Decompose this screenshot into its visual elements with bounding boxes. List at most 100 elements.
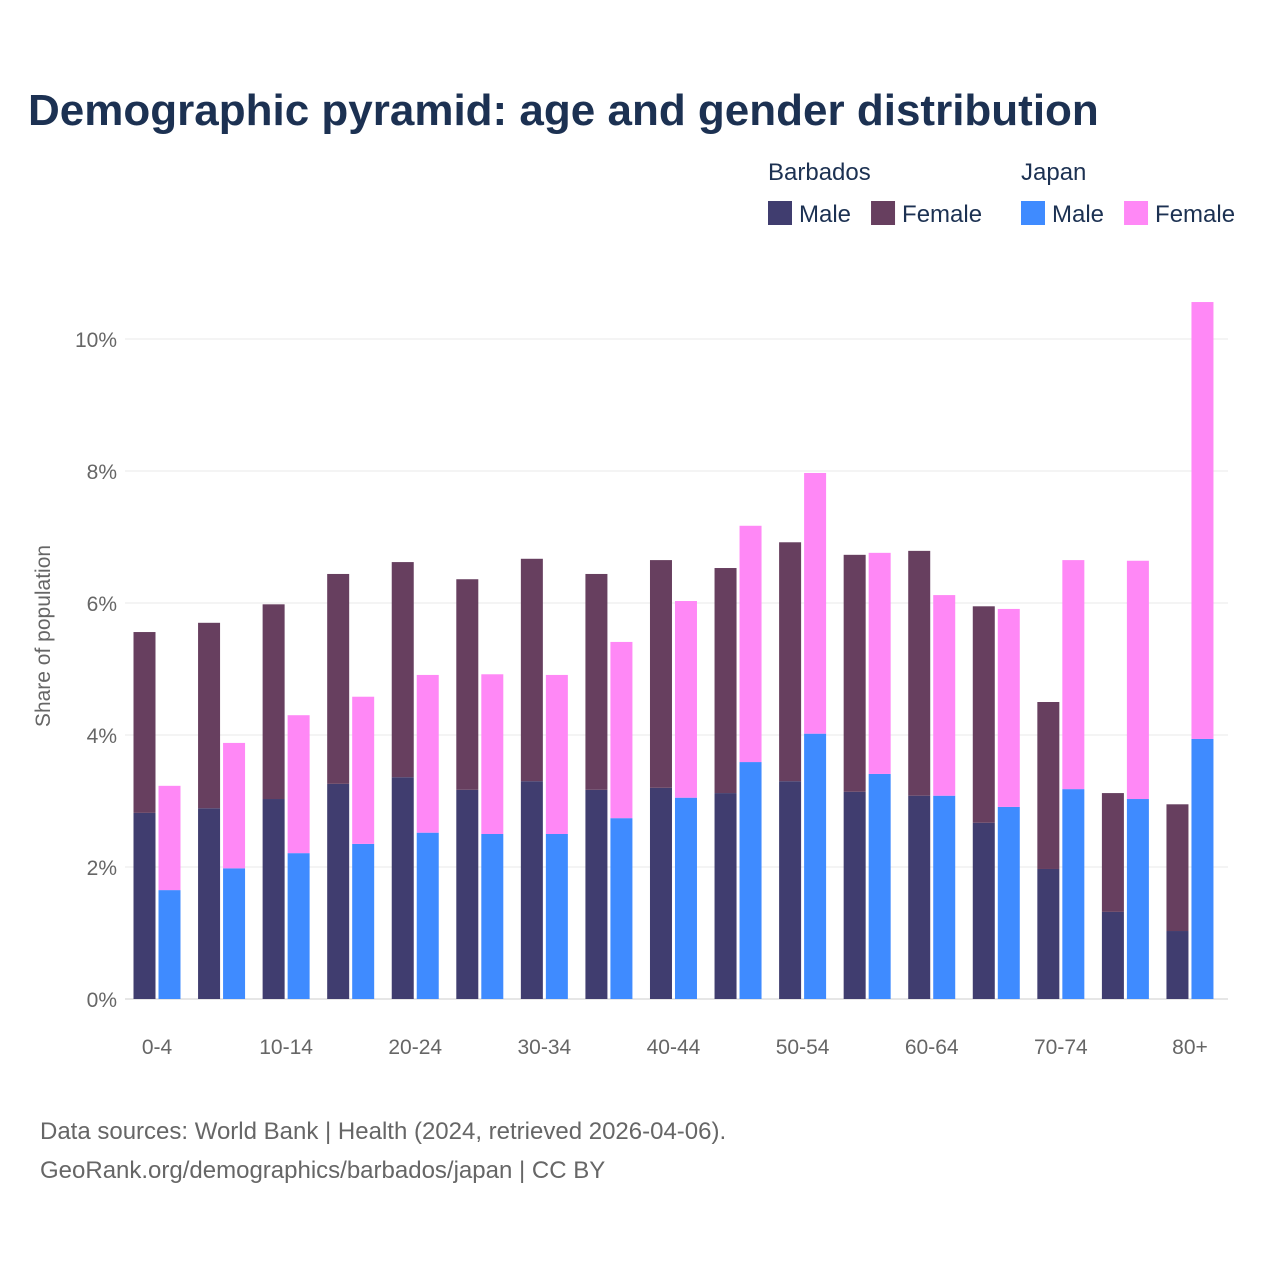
bar-barbados-male <box>1166 931 1189 999</box>
footer-attribution: GeoRank.org/demographics/barbados/japan … <box>40 1157 605 1184</box>
bar-japan-female <box>545 674 568 834</box>
bar-barbados-female <box>585 573 608 790</box>
bar-barbados-male <box>391 777 414 999</box>
x-tick-label: 0-4 <box>142 1036 173 1059</box>
bar-barbados-female <box>1166 804 1189 932</box>
legend-label: Male <box>799 201 851 228</box>
bar-barbados-male <box>456 789 479 999</box>
bar-japan-female <box>933 595 956 796</box>
bar-japan-male <box>545 834 568 999</box>
bar-group-60-64 <box>908 550 956 999</box>
bar-japan-female <box>416 674 439 833</box>
bar-japan-female <box>1062 560 1085 790</box>
bar-japan-male <box>1062 789 1085 999</box>
legend-swatch <box>1124 201 1149 225</box>
y-tick-label: 10% <box>75 329 117 352</box>
bar-group-15-19 <box>327 573 375 999</box>
bar-japan-female <box>481 674 504 834</box>
bar-barbados-female <box>714 568 737 794</box>
y-tick-label: 6% <box>87 593 117 616</box>
bar-barbados-female <box>779 542 802 782</box>
bar-group-40-44 <box>649 560 697 999</box>
bar-barbados-female <box>262 604 285 800</box>
bar-japan-male <box>933 795 956 999</box>
legend-label: Female <box>1155 201 1235 228</box>
x-tick-label: 50-54 <box>776 1036 830 1059</box>
bar-barbados-female <box>133 632 156 813</box>
legend-swatch <box>768 201 792 225</box>
bar-japan-male <box>610 818 633 999</box>
bar-barbados-female <box>520 558 543 782</box>
bar-japan-male <box>739 762 762 999</box>
bar-barbados-female <box>327 573 350 784</box>
x-tick-label: 10-14 <box>259 1036 313 1059</box>
y-axis-label: Share of population <box>32 545 55 727</box>
bar-group-25-29 <box>456 579 504 999</box>
x-tick-label: 70-74 <box>1034 1036 1088 1059</box>
legend-group-title: Barbados <box>768 159 871 186</box>
bar-japan-female <box>158 785 181 891</box>
bar-japan-female <box>997 608 1020 807</box>
bar-group-65-69 <box>972 606 1020 999</box>
bar-japan-female <box>674 601 697 798</box>
bar-group-0-4 <box>133 632 181 999</box>
bar-barbados-female <box>908 550 931 796</box>
bar-japan-male <box>997 806 1020 999</box>
bar-japan-male <box>158 890 181 999</box>
bar-group-30-34 <box>520 558 568 999</box>
x-tick-label: 40-44 <box>647 1036 701 1059</box>
bar-barbados-male <box>585 789 608 999</box>
x-axis-ticks: 0-4 10-14 20-24 30-34 40-44 50-54 60-64 70-74 80… <box>142 1036 1208 1059</box>
legend-group-title: Japan <box>1021 159 1086 186</box>
legend: Barbados Male Female Japan Male Female <box>768 159 1235 228</box>
bar-japan-male <box>481 834 504 999</box>
y-tick-label: 8% <box>87 461 117 484</box>
x-tick-label: 60-64 <box>905 1036 959 1059</box>
legend-label: Male <box>1052 201 1104 228</box>
bar-group-45-49 <box>714 525 762 999</box>
y-tick-label: 4% <box>87 725 117 748</box>
bar-group-20-24 <box>391 562 439 999</box>
bar-japan-male <box>352 843 375 999</box>
bar-japan-male <box>868 773 891 999</box>
bar-japan-female <box>223 742 246 869</box>
legend-swatch <box>871 201 896 225</box>
bar-japan-male <box>804 733 827 999</box>
bar-barbados-male <box>1101 911 1124 999</box>
bar-barbados-female <box>1037 702 1060 869</box>
bar-barbados-male <box>262 799 285 999</box>
x-tick-label: 80+ <box>1172 1036 1208 1059</box>
bar-barbados-female <box>198 622 221 809</box>
y-axis-ticks: 0% 2% 4% 6% 8% 10% <box>75 329 117 1012</box>
bar-japan-male <box>416 832 439 999</box>
bar-japan-female <box>1126 560 1149 800</box>
y-tick-label: 0% <box>87 989 117 1012</box>
bar-japan-female <box>868 552 891 774</box>
bar-barbados-male <box>327 783 350 999</box>
bar-japan-male <box>223 868 246 999</box>
bar-japan-female <box>287 715 310 854</box>
bar-japan-female <box>739 525 762 763</box>
bar-barbados-male <box>779 781 802 999</box>
bars <box>133 302 1214 999</box>
bar-barbados-female <box>456 579 479 790</box>
bar-group-35-39 <box>585 573 633 999</box>
x-tick-label: 30-34 <box>518 1036 572 1059</box>
bar-barbados-female <box>649 560 672 788</box>
bar-barbados-female <box>391 562 414 778</box>
footer-sources: Data sources: World Bank | Health (2024,… <box>40 1118 726 1145</box>
bar-group-10-14 <box>262 604 310 999</box>
bar-japan-female <box>1191 302 1214 739</box>
legend-swatch <box>1021 201 1045 225</box>
x-tick-label: 20-24 <box>388 1036 442 1059</box>
bar-japan-male <box>674 797 697 999</box>
chart-title: Demographic pyramid: age and gender dist… <box>28 86 1099 135</box>
y-tick-label: 2% <box>87 857 117 880</box>
bar-barbados-male <box>133 812 156 999</box>
bar-barbados-female <box>972 606 995 823</box>
bar-barbados-male <box>843 791 866 999</box>
bar-group-55-59 <box>843 552 891 999</box>
bar-japan-female <box>352 696 375 844</box>
bar-group-50-54 <box>779 472 827 999</box>
